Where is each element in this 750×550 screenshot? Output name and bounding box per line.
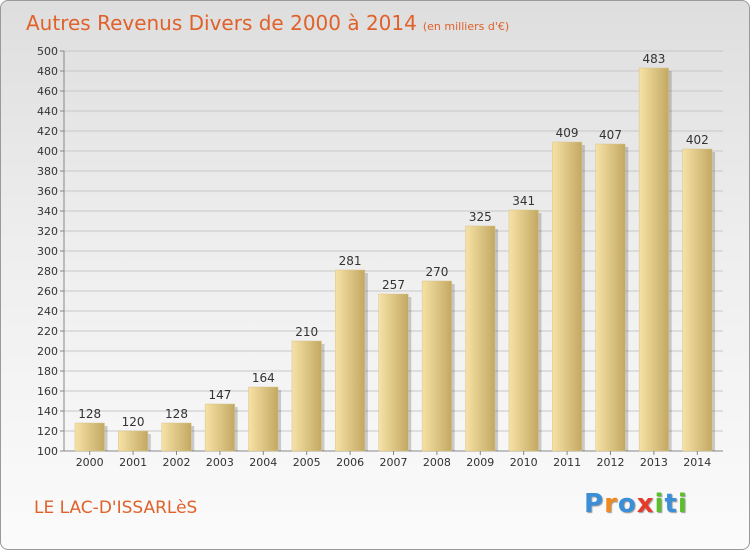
y-tick-label: 240 <box>37 305 58 318</box>
bar <box>378 293 409 452</box>
bar <box>291 340 322 452</box>
bar-value-label: 407 <box>599 128 622 142</box>
logo-letter: i <box>677 489 688 519</box>
y-tick-label: 460 <box>37 85 58 98</box>
logo-letter: P <box>584 489 605 519</box>
bar-value-label: 164 <box>252 371 275 385</box>
y-tick-label: 400 <box>37 145 58 158</box>
bar-value-label: 128 <box>78 407 101 421</box>
bar-value-label: 210 <box>295 325 318 339</box>
y-tick-label: 360 <box>37 185 58 198</box>
logo-letter: x <box>636 489 655 519</box>
data-labels: 128 120 128 147 164 210 281 257 270 325 341 409 407 4… <box>78 52 709 429</box>
x-tick-label: 2002 <box>163 456 191 469</box>
chart-title: Autres Revenus Divers de 2000 à 2014 (en … <box>26 11 509 35</box>
bar <box>161 422 192 452</box>
x-tick-label: 2006 <box>336 456 364 469</box>
y-tick-label: 500 <box>37 45 58 58</box>
x-tick-label: 2009 <box>466 456 494 469</box>
bar <box>204 403 235 452</box>
bar <box>638 67 669 452</box>
bar <box>552 141 583 452</box>
y-tick-label: 280 <box>37 265 58 278</box>
x-tick-label: 2001 <box>119 456 147 469</box>
bar <box>335 269 366 452</box>
commune-name: LE LAC-D'ISSARLèS <box>34 498 198 518</box>
bar-value-label: 270 <box>425 265 448 279</box>
y-tick-label: 300 <box>37 245 58 258</box>
bar-value-label: 325 <box>469 210 492 224</box>
bar-value-label: 257 <box>382 278 405 292</box>
x-tick-label: 2013 <box>640 456 668 469</box>
proxiti-logo[interactable]: Proxiti <box>584 489 688 519</box>
bar <box>595 143 626 452</box>
bar <box>465 225 496 452</box>
x-tick-label: 2005 <box>293 456 321 469</box>
y-tick-label: 320 <box>37 225 58 238</box>
y-tick-label: 120 <box>37 425 58 438</box>
logo-letter: i <box>654 489 665 519</box>
bar <box>248 386 279 452</box>
bar <box>74 422 105 452</box>
chart-title-text: Autres Revenus Divers de 2000 à 2014 <box>26 11 417 35</box>
bar <box>682 148 713 452</box>
x-tick-label: 2004 <box>249 456 277 469</box>
bar-value-label: 147 <box>208 388 231 402</box>
logo-letter: r <box>604 489 618 519</box>
x-tick-label: 2011 <box>553 456 581 469</box>
logo-letter: t <box>664 489 678 519</box>
x-tick-label: 2003 <box>206 456 234 469</box>
y-tick-label: 420 <box>37 125 58 138</box>
y-tick-label: 100 <box>37 445 58 458</box>
y-tick-label: 160 <box>37 385 58 398</box>
y-tick-label: 340 <box>37 205 58 218</box>
y-tick-label: 380 <box>37 165 58 178</box>
x-tick-label: 2014 <box>683 456 711 469</box>
y-tick-label: 200 <box>37 345 58 358</box>
y-tick-label: 180 <box>37 365 58 378</box>
x-tick-label: 2007 <box>380 456 408 469</box>
bar-value-label: 281 <box>339 254 362 268</box>
y-tick-label: 140 <box>37 405 58 418</box>
bar <box>421 280 452 452</box>
y-tick-label: 220 <box>37 325 58 338</box>
bar-value-label: 341 <box>512 194 535 208</box>
x-tick-label: 2000 <box>76 456 104 469</box>
bar-value-label: 483 <box>642 52 665 66</box>
y-tick-label: 260 <box>37 285 58 298</box>
logo-letter: o <box>617 489 637 519</box>
x-axis: 2000 2001 2002 2003 2004 2005 2006 2007 2008 2009… <box>76 451 711 469</box>
x-tick-label: 2012 <box>597 456 625 469</box>
bar <box>508 209 539 452</box>
bar-value-label: 402 <box>686 133 709 147</box>
x-tick-label: 2010 <box>510 456 538 469</box>
chart-subtitle: (en milliers d'€) <box>422 20 510 33</box>
x-tick-label: 2008 <box>423 456 451 469</box>
bar <box>118 430 149 452</box>
y-tick-label: 440 <box>37 105 58 118</box>
bar-value-label: 120 <box>122 415 145 429</box>
bar-value-label: 409 <box>556 126 579 140</box>
bars <box>74 67 716 452</box>
y-tick-label: 480 <box>37 65 58 78</box>
bar-value-label: 128 <box>165 407 188 421</box>
